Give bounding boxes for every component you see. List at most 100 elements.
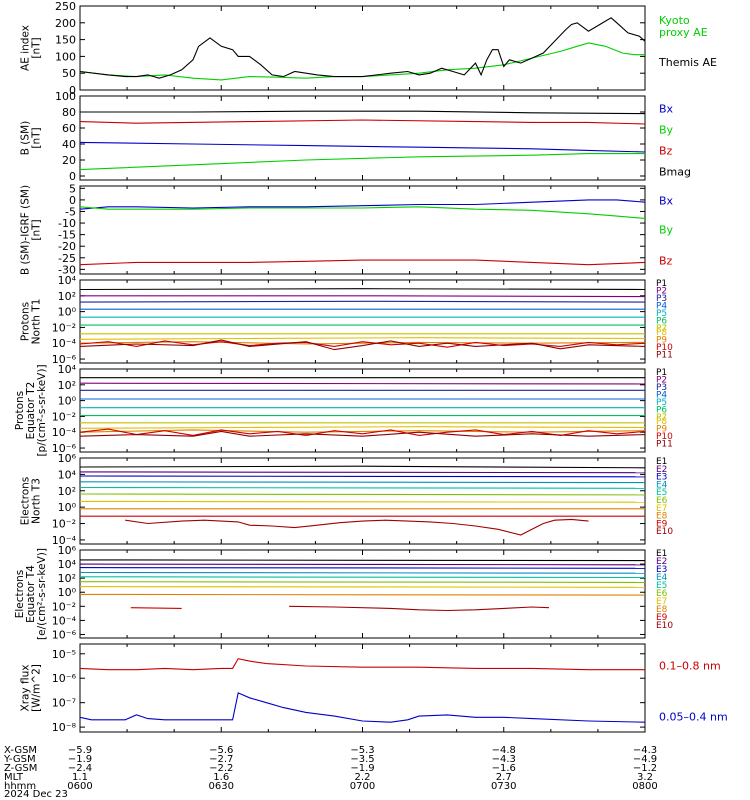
series-line-e2 bbox=[79, 471, 646, 474]
y-axis-label: Protons bbox=[14, 391, 26, 430]
footer-row-label: MLT bbox=[4, 772, 24, 783]
series-line-0-1-0-8-nm bbox=[79, 658, 645, 671]
y-tick-label: 0 bbox=[69, 84, 76, 97]
channel-label: P4 bbox=[656, 391, 667, 401]
legend-label: Bz bbox=[659, 254, 673, 267]
y-tick-label: 10⁶ bbox=[58, 452, 77, 465]
y-tick-label: 0 bbox=[69, 194, 76, 207]
channel-label: P9 bbox=[656, 424, 667, 434]
footer-value: −4.9 bbox=[633, 754, 657, 765]
y-tick-label: 10⁻⁸ bbox=[52, 721, 77, 734]
y-axis-label: Equator T2 bbox=[25, 382, 37, 440]
series-line-kyoto-proxy-ae bbox=[79, 42, 645, 81]
panel-3: -30-25-20-15-10-505 B (SM)-IGRF (SM) [nT] B… bbox=[20, 182, 674, 276]
y-tick-label: 50 bbox=[62, 67, 76, 80]
y-tick-label: 150 bbox=[55, 34, 76, 47]
y-tick-label: 10⁻⁴ bbox=[52, 337, 77, 350]
y-tick-label: 10⁻⁴ bbox=[52, 614, 77, 627]
y-tick-label: 10⁻⁴ bbox=[52, 426, 77, 439]
channel-label: P1 bbox=[656, 368, 667, 378]
y-tick-label: 10² bbox=[58, 290, 76, 303]
y-tick-label: 10⁻⁵ bbox=[52, 648, 76, 661]
footer-value: −4.8 bbox=[492, 745, 516, 756]
channel-label: E10 bbox=[656, 621, 673, 631]
y-tick-label: 10⁻⁷ bbox=[52, 697, 76, 710]
y-tick-label: 10⁻² bbox=[52, 410, 76, 423]
footer-value: −5.3 bbox=[350, 745, 374, 756]
series-line-by bbox=[79, 153, 645, 171]
channel-label: P8 bbox=[656, 417, 667, 427]
series-line-p2 bbox=[79, 382, 646, 385]
y-tick-label: 60 bbox=[62, 122, 76, 135]
channel-label: P3 bbox=[656, 294, 667, 304]
footer-value: 0730 bbox=[491, 781, 516, 792]
y-tick-label: 10⁰ bbox=[58, 501, 77, 514]
y-tick-label: 250 bbox=[55, 0, 76, 13]
legend-label: 0.05–0.4 nm bbox=[659, 711, 728, 724]
y-tick-label: 100 bbox=[55, 50, 76, 63]
series-line-e4 bbox=[79, 571, 646, 574]
panel-frame bbox=[79, 185, 646, 275]
series-line-p10 bbox=[79, 340, 646, 348]
y-axis-label: Equator T4 bbox=[25, 565, 37, 623]
y-tick-label: -15 bbox=[58, 229, 76, 242]
panel-5: 10⁻⁶ 10⁻⁴ 10⁻² 10⁰ 10² 10⁴ Protons Equator T2 [p… bbox=[14, 363, 673, 457]
footer-table: X-GSMY-GSMZ-GSMMLThhmm−5.9−1.9−2.41.1060… bbox=[3, 745, 658, 800]
channel-label: P2 bbox=[656, 376, 667, 386]
y-tick-label: -25 bbox=[58, 252, 76, 265]
y-axis-label: Protons bbox=[20, 302, 32, 341]
y-axis-label: [nT] bbox=[31, 37, 43, 58]
panel-frame bbox=[79, 368, 646, 453]
series-line-p2 bbox=[80, 295, 646, 298]
panel-frame bbox=[79, 279, 646, 364]
y-tick-label: 200 bbox=[55, 17, 76, 30]
footer-row-label: Z-GSM bbox=[4, 763, 37, 774]
series-line-e6 bbox=[79, 581, 646, 583]
series-line-e7 bbox=[79, 586, 646, 588]
channel-label: E3 bbox=[656, 565, 667, 575]
y-tick-label: 10⁻⁶ bbox=[52, 353, 77, 366]
panel-8: 10⁻⁸ 10⁻⁷ 10⁻⁶ 10⁻⁵ Xray flux [W/m^2] 0.1–0.8 … bbox=[20, 643, 728, 734]
panel-frame bbox=[79, 5, 646, 91]
channel-label: P6 bbox=[656, 406, 667, 416]
series-line-e9 bbox=[130, 607, 182, 609]
footer-value: −5.6 bbox=[209, 745, 233, 756]
y-axis-label: North T3 bbox=[31, 478, 43, 524]
channel-label: P1 bbox=[656, 279, 667, 289]
footer-value: 0700 bbox=[350, 781, 375, 792]
y-axis-label: B (SM) bbox=[20, 121, 32, 155]
channel-label: P6 bbox=[656, 317, 667, 327]
y-tick-label: 10⁻² bbox=[52, 321, 76, 334]
footer-value: −1.2 bbox=[633, 763, 657, 774]
y-tick-label: 0 bbox=[69, 170, 76, 183]
legend-label: Kyoto bbox=[659, 14, 690, 27]
channel-label: P7 bbox=[656, 324, 667, 334]
y-axis-label: [e/(cm²-s-sr-keV)] bbox=[36, 548, 48, 640]
series-line-bx bbox=[79, 141, 646, 153]
channel-label: P2 bbox=[656, 287, 667, 297]
series-line-bmag bbox=[80, 110, 646, 115]
y-tick-label: 10⁰ bbox=[58, 306, 77, 319]
footer-value: 2.7 bbox=[496, 772, 512, 783]
series-line-bx bbox=[79, 199, 646, 210]
legend-label: Bx bbox=[659, 195, 674, 208]
channel-label: E3 bbox=[656, 473, 667, 483]
footer-value: 2.2 bbox=[355, 772, 371, 783]
y-tick-label: -10 bbox=[58, 217, 76, 230]
y-axis-label: [nT] bbox=[31, 127, 43, 148]
channel-label: E1 bbox=[656, 457, 667, 467]
y-axis-label: [W/m^2] bbox=[31, 664, 43, 712]
channel-label: E5 bbox=[656, 488, 667, 498]
series-line-by bbox=[79, 206, 646, 219]
y-tick-label: 10⁴ bbox=[58, 468, 77, 481]
series-line-e10 bbox=[125, 518, 589, 536]
y-tick-label: 20 bbox=[62, 154, 76, 167]
y-tick-label: 10² bbox=[58, 572, 76, 585]
channel-label: P5 bbox=[656, 398, 667, 408]
channel-label: P8 bbox=[656, 328, 667, 338]
channel-label: E6 bbox=[656, 496, 668, 506]
y-tick-label: 10⁴ bbox=[58, 363, 77, 376]
series-line-e3 bbox=[79, 567, 646, 569]
